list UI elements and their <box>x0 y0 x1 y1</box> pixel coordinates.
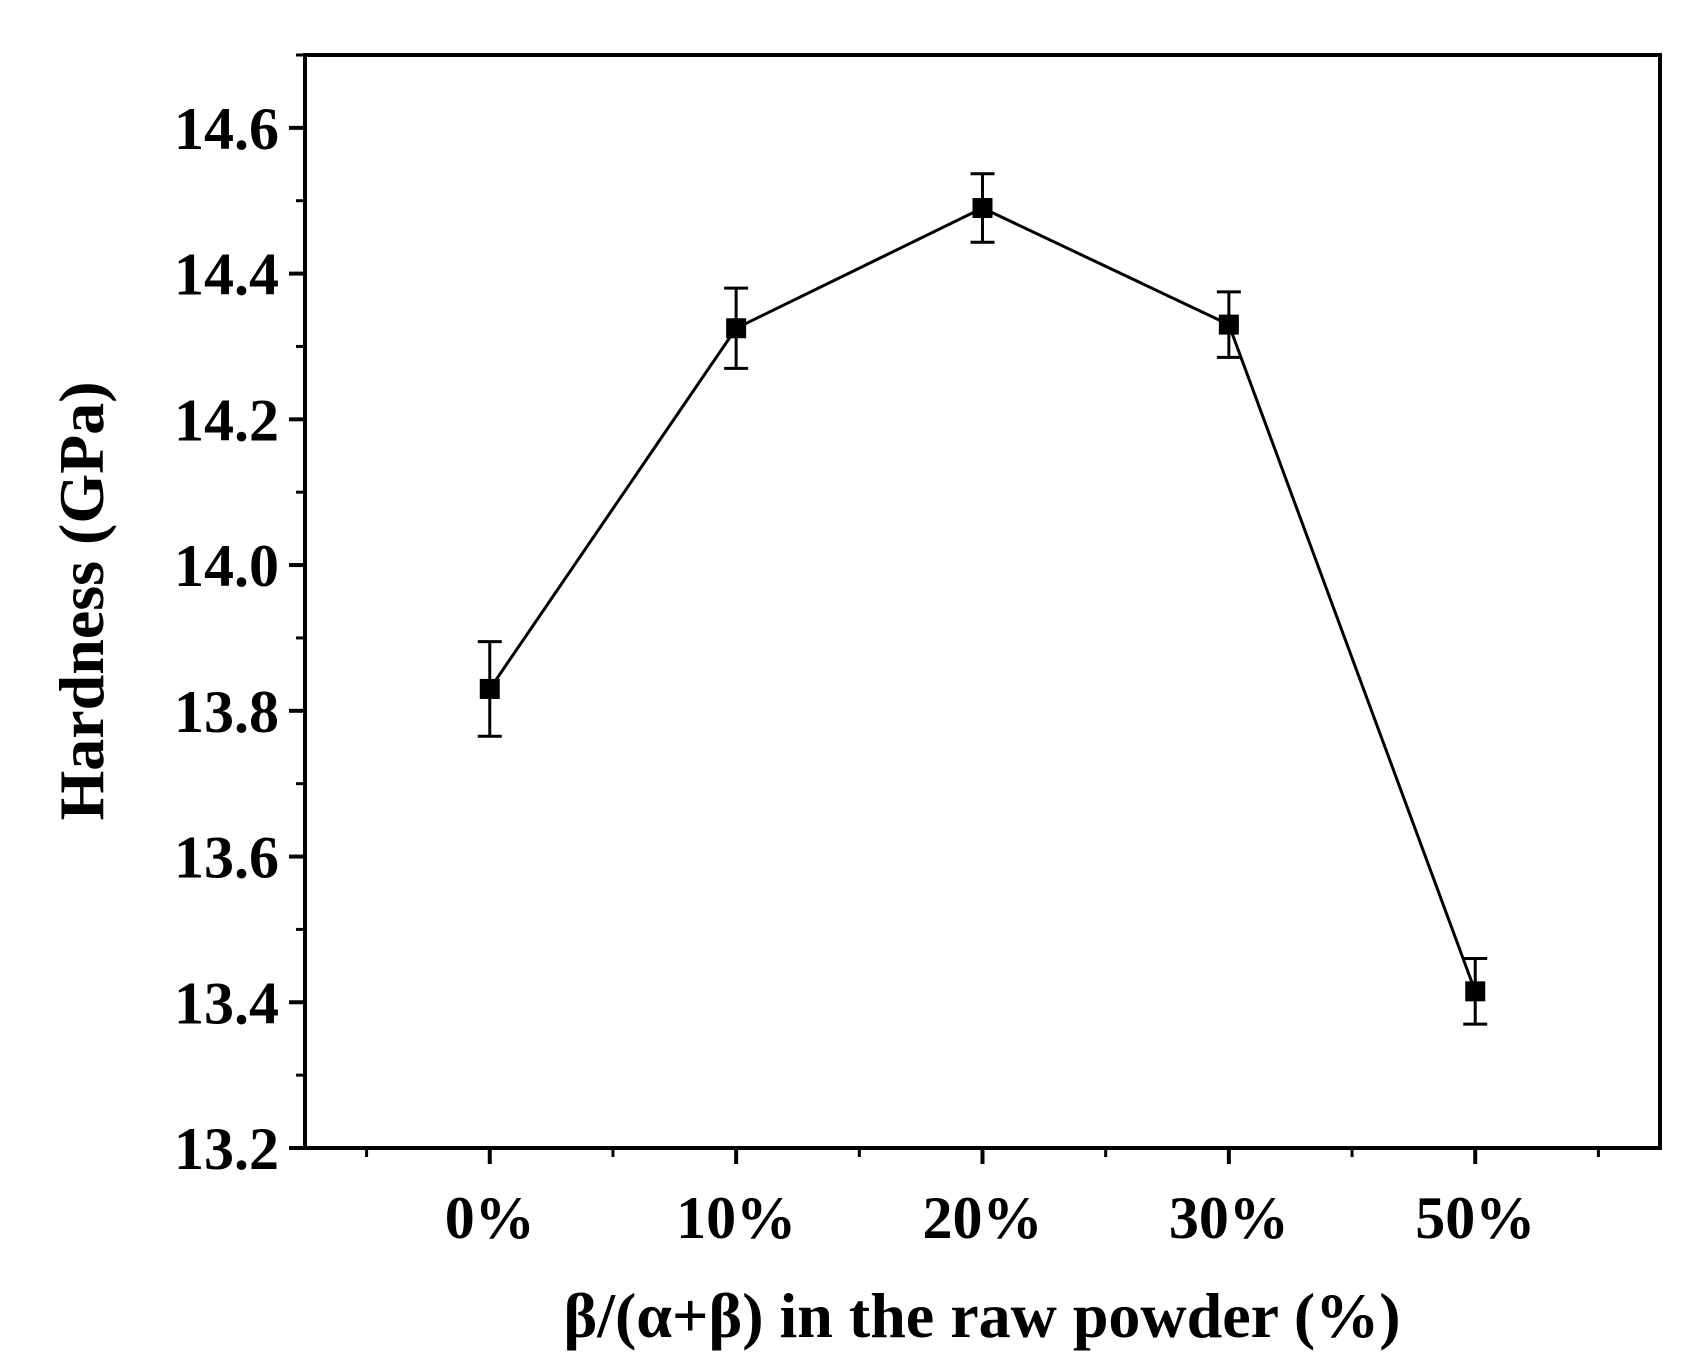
data-point <box>1465 981 1486 1002</box>
data-point <box>726 318 747 339</box>
y-tick-label: 14.6 <box>174 96 279 162</box>
x-axis-ticks: 0% 10% 20% 30% 50% <box>365 1148 1600 1251</box>
y-tick-label: 14.0 <box>174 533 279 599</box>
y-tick-label: 14.2 <box>174 387 279 453</box>
series-group <box>477 172 1488 1026</box>
data-point <box>972 198 993 219</box>
y-axis-ticks: 13.2 13.4 13.6 13.8 14.0 14.2 14.4 14.6 <box>174 53 305 1182</box>
x-tick-label: 50% <box>1415 1185 1535 1251</box>
y-tick-label: 13.4 <box>174 970 279 1036</box>
data-point <box>1218 314 1239 335</box>
y-tick-label: 14.4 <box>174 242 279 308</box>
y-tick-label: 13.8 <box>174 679 279 745</box>
x-tick-label: 0% <box>445 1185 535 1251</box>
y-tick-label: 13.2 <box>174 1116 279 1182</box>
x-tick-label: 20% <box>923 1185 1043 1251</box>
y-axis-label: Hardness (GPa) <box>46 381 117 820</box>
data-point <box>479 678 500 699</box>
series-line <box>488 206 1477 992</box>
y-tick-label: 13.6 <box>174 825 279 891</box>
x-tick-label: 10% <box>676 1185 796 1251</box>
x-tick-label: 30% <box>1169 1185 1289 1251</box>
x-axis-label: β/(α+β) in the raw powder (%) <box>563 1280 1400 1351</box>
